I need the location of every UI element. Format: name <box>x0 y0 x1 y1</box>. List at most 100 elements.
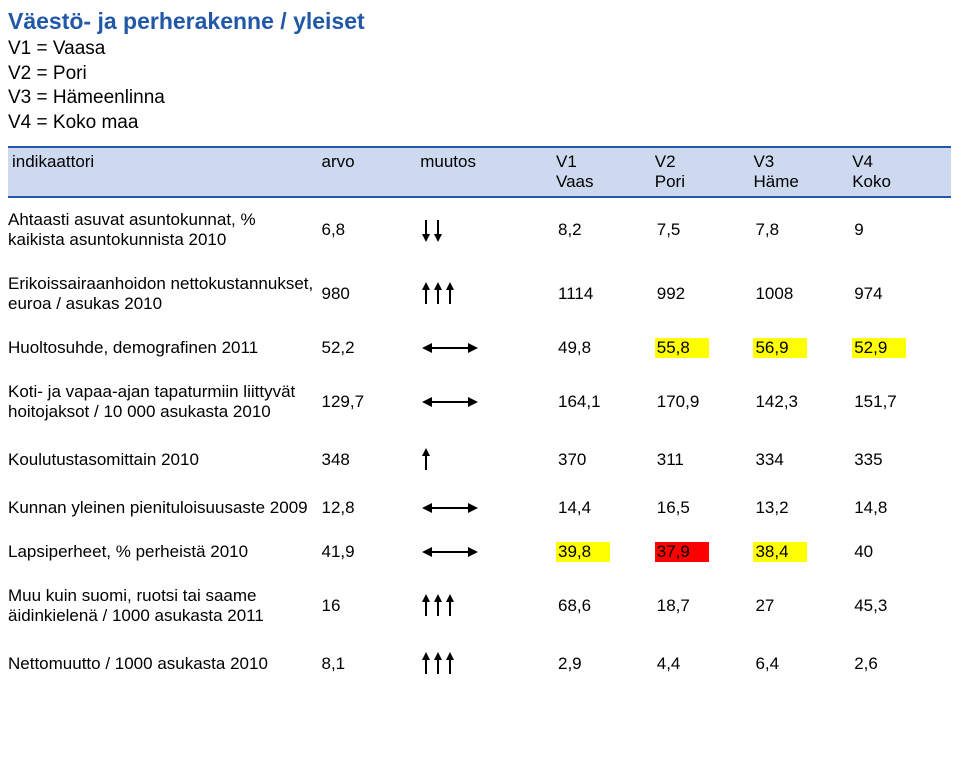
c3-cell: 7,8 <box>753 197 852 262</box>
muutos-cell <box>420 638 556 690</box>
c2-cell: 311 <box>655 434 754 486</box>
c3-cell: 6,4 <box>753 638 852 690</box>
legend-v2: V2 = Pori <box>8 62 951 87</box>
up1-icon <box>420 446 556 474</box>
c2-cell: 7,5 <box>655 197 754 262</box>
c3-value: 1008 <box>753 284 807 304</box>
c2-cell: 4,4 <box>655 638 754 690</box>
c3-value: 38,4 <box>753 542 807 562</box>
c1-value: 2,9 <box>556 654 610 674</box>
c4-cell: 45,3 <box>852 574 951 638</box>
indicator-text: Erikoissairaanhoidon nettokustannukset, … <box>8 274 322 314</box>
c4-value: 335 <box>852 450 906 470</box>
table-row: Koti- ja vapaa-ajan tapaturmiin liittyvä… <box>8 370 951 434</box>
table-header-row: indikaattori arvo muutos V1 Vaas V2 Pori… <box>8 147 951 197</box>
indicator-cell: Ahtaasti asuvat asuntokunnat, % kaikista… <box>8 197 322 262</box>
c3-value: 142,3 <box>753 392 807 412</box>
c4-value: 151,7 <box>852 392 906 412</box>
header-arvo: arvo <box>322 147 421 197</box>
header-c3-top: V3 <box>753 152 852 172</box>
c3-value: 56,9 <box>753 338 807 358</box>
c2-value: 37,9 <box>655 542 709 562</box>
up3-icon <box>420 650 556 678</box>
c1-value: 8,2 <box>556 220 610 240</box>
c4-value: 52,9 <box>852 338 906 358</box>
c1-value: 68,6 <box>556 596 610 616</box>
arvo-cell: 16 <box>322 574 421 638</box>
left_right-icon <box>420 338 556 358</box>
c2-value: 18,7 <box>655 596 709 616</box>
c2-cell: 55,8 <box>655 326 754 370</box>
indicator-cell: Erikoissairaanhoidon nettokustannukset, … <box>8 262 322 326</box>
header-muutos: muutos <box>420 147 556 197</box>
c4-value: 45,3 <box>852 596 906 616</box>
indicator-text: Lapsiperheet, % perheistä 2010 <box>8 542 322 562</box>
header-c3: V3 Häme <box>753 147 852 197</box>
indicator-text: Ahtaasti asuvat asuntokunnat, % kaikista… <box>8 210 322 250</box>
c1-cell: 1114 <box>556 262 655 326</box>
arvo-cell: 980 <box>322 262 421 326</box>
c1-cell: 49,8 <box>556 326 655 370</box>
c4-cell: 151,7 <box>852 370 951 434</box>
c2-value: 170,9 <box>655 392 709 412</box>
arvo-cell: 6,8 <box>322 197 421 262</box>
header-c4: V4 Koko <box>852 147 951 197</box>
indicator-text: Kunnan yleinen pienituloisuusaste 2009 <box>8 498 322 518</box>
c3-value: 27 <box>753 596 807 616</box>
c4-value: 974 <box>852 284 906 304</box>
legend-v4: V4 = Koko maa <box>8 111 951 136</box>
header-c1: V1 Vaas <box>556 147 655 197</box>
table-row: Ahtaasti asuvat asuntokunnat, % kaikista… <box>8 197 951 262</box>
muutos-cell <box>420 574 556 638</box>
legend-v3: V3 = Hämeenlinna <box>8 86 951 111</box>
header-c2-bot: Pori <box>655 172 754 192</box>
c1-value: 164,1 <box>556 392 610 412</box>
legend-block: V1 = Vaasa V2 = Pori V3 = Hämeenlinna V4… <box>8 37 951 136</box>
c1-value: 1114 <box>556 284 610 304</box>
header-c2-top: V2 <box>655 152 754 172</box>
header-c1-top: V1 <box>556 152 655 172</box>
c1-cell: 2,9 <box>556 638 655 690</box>
c1-value: 49,8 <box>556 338 610 358</box>
c4-cell: 14,8 <box>852 486 951 530</box>
data-table: indikaattori arvo muutos V1 Vaas V2 Pori… <box>8 146 951 690</box>
indicator-cell: Kunnan yleinen pienituloisuusaste 2009 <box>8 486 322 530</box>
table-row: Kunnan yleinen pienituloisuusaste 200912… <box>8 486 951 530</box>
legend-v1: V1 = Vaasa <box>8 37 951 62</box>
c3-value: 13,2 <box>753 498 807 518</box>
arvo-cell: 52,2 <box>322 326 421 370</box>
indicator-cell: Lapsiperheet, % perheistä 2010 <box>8 530 322 574</box>
c1-value: 14,4 <box>556 498 610 518</box>
c4-value: 2,6 <box>852 654 906 674</box>
c1-cell: 8,2 <box>556 197 655 262</box>
c1-cell: 164,1 <box>556 370 655 434</box>
header-c4-bot: Koko <box>852 172 951 192</box>
c2-value: 16,5 <box>655 498 709 518</box>
c4-value: 40 <box>852 542 906 562</box>
indicator-cell: Huoltosuhde, demografinen 2011 <box>8 326 322 370</box>
header-c1-bot: Vaas <box>556 172 655 192</box>
indicator-cell: Nettomuutto / 1000 asukasta 2010 <box>8 638 322 690</box>
c2-cell: 170,9 <box>655 370 754 434</box>
c4-cell: 974 <box>852 262 951 326</box>
header-c3-bot: Häme <box>753 172 852 192</box>
c1-cell: 14,4 <box>556 486 655 530</box>
c1-value: 370 <box>556 450 610 470</box>
c3-cell: 27 <box>753 574 852 638</box>
indicator-text: Nettomuutto / 1000 asukasta 2010 <box>8 654 322 674</box>
c3-cell: 13,2 <box>753 486 852 530</box>
muutos-cell <box>420 262 556 326</box>
c2-value: 992 <box>655 284 709 304</box>
c3-value: 6,4 <box>753 654 807 674</box>
arvo-cell: 348 <box>322 434 421 486</box>
arvo-cell: 129,7 <box>322 370 421 434</box>
c1-cell: 39,8 <box>556 530 655 574</box>
indicator-text: Muu kuin suomi, ruotsi tai saame äidinki… <box>8 586 322 626</box>
c2-cell: 992 <box>655 262 754 326</box>
page-title: Väestö- ja perherakenne / yleiset <box>8 8 951 35</box>
c3-cell: 56,9 <box>753 326 852 370</box>
c4-cell: 2,6 <box>852 638 951 690</box>
c2-value: 311 <box>655 450 709 470</box>
header-indikaattori: indikaattori <box>8 147 322 197</box>
indicator-text: Huoltosuhde, demografinen 2011 <box>8 338 322 358</box>
